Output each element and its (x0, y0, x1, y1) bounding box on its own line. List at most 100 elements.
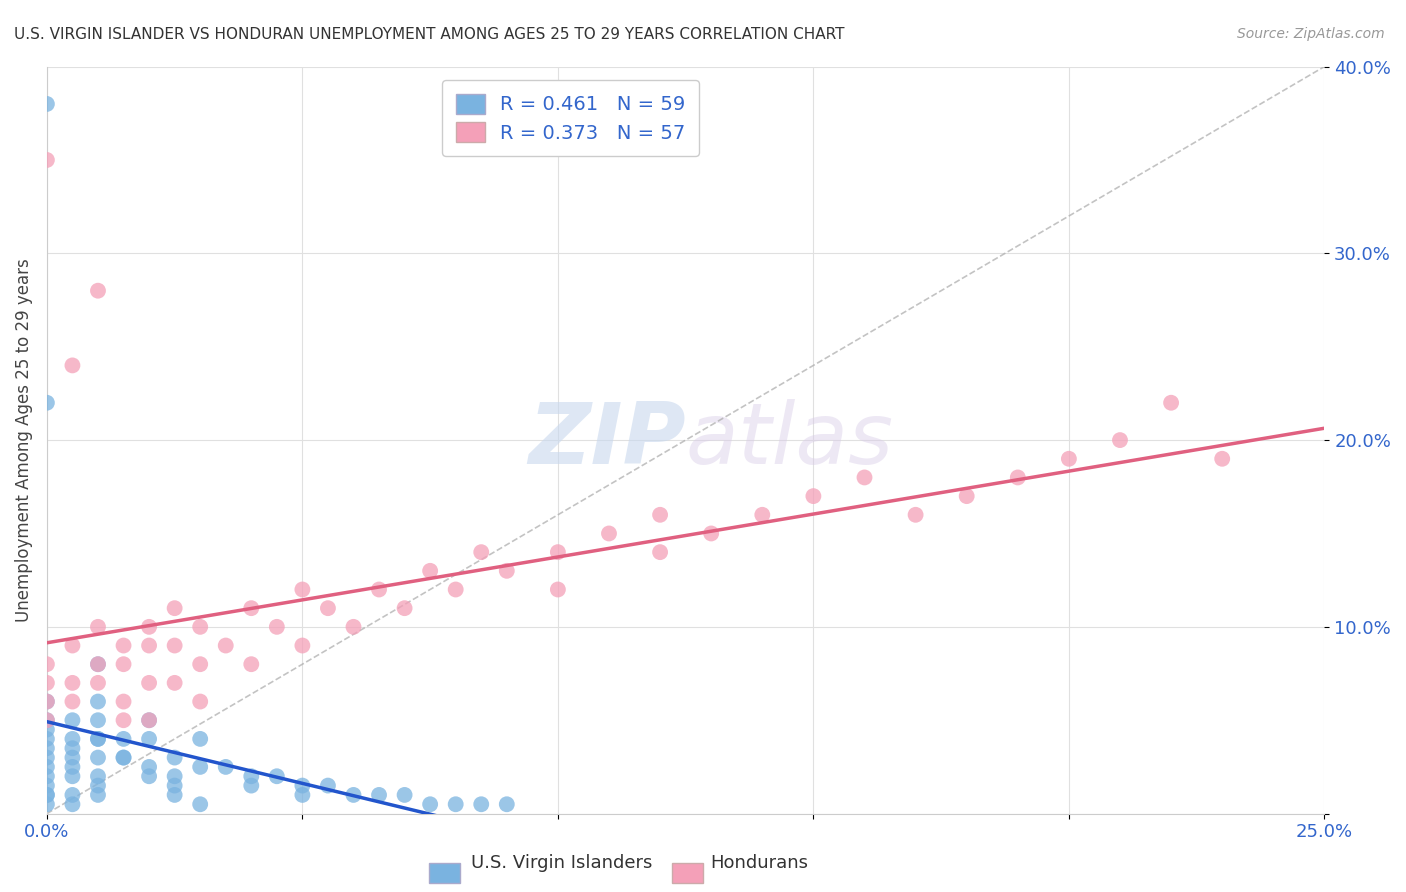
Point (188, 760, 211, 774)
Point (853, 470, 876, 484)
Point (35, 694, 58, 708)
Point (291, 788, 314, 802)
Point (138, 760, 160, 774)
Point (495, 797, 517, 812)
Point (87, 676, 110, 690)
Point (547, 545, 569, 559)
Point (35, 750, 58, 764)
Point (1211, 451, 1233, 466)
Point (138, 620, 160, 634)
Point (163, 750, 186, 764)
Point (112, 750, 135, 764)
Point (444, 797, 467, 812)
Point (368, 788, 391, 802)
Point (35, 788, 58, 802)
Point (35, 713, 58, 727)
Point (342, 788, 364, 802)
Point (188, 797, 211, 812)
Point (35, 769, 58, 783)
Point (112, 731, 135, 746)
Point (1109, 433, 1132, 447)
Point (35, 797, 58, 812)
Point (87, 694, 110, 708)
Point (266, 769, 288, 783)
Point (316, 779, 339, 793)
Point (87, 731, 110, 746)
Y-axis label: Unemployment Among Ages 25 to 29 years: Unemployment Among Ages 25 to 29 years (15, 258, 32, 622)
Point (35, 713, 58, 727)
Point (138, 769, 160, 783)
Point (956, 489, 979, 503)
Point (648, 508, 671, 522)
Point (87, 284, 110, 298)
Point (62, 694, 84, 708)
Point (316, 601, 339, 615)
Point (648, 545, 671, 559)
Point (87, 657, 110, 672)
Point (444, 582, 467, 597)
Point (62, 359, 84, 373)
Point (394, 788, 416, 802)
Point (62, 741, 84, 756)
Point (112, 694, 135, 708)
Point (138, 713, 160, 727)
Point (62, 769, 84, 783)
Text: ZIP: ZIP (529, 399, 686, 482)
Point (35, 741, 58, 756)
Point (163, 788, 186, 802)
Point (163, 779, 186, 793)
Point (188, 731, 211, 746)
Point (35, 788, 58, 802)
Point (163, 769, 186, 783)
Point (35, 657, 58, 672)
Point (62, 639, 84, 653)
Point (62, 797, 84, 812)
Point (803, 489, 825, 503)
Point (138, 676, 160, 690)
Point (419, 797, 441, 812)
Point (215, 639, 238, 653)
Point (35, 396, 58, 410)
Point (188, 620, 211, 634)
Point (87, 713, 110, 727)
Point (368, 582, 391, 597)
Point (87, 731, 110, 746)
Text: U.S. VIRGIN ISLANDER VS HONDURAN UNEMPLOYMENT AMONG AGES 25 TO 29 YEARS CORRELAT: U.S. VIRGIN ISLANDER VS HONDURAN UNEMPLO… (14, 27, 845, 42)
Point (35, 731, 58, 746)
Point (112, 750, 135, 764)
Point (495, 564, 517, 578)
Point (62, 750, 84, 764)
Point (1007, 470, 1029, 484)
Point (163, 676, 186, 690)
Point (188, 657, 211, 672)
Point (470, 545, 492, 559)
Point (35, 760, 58, 774)
Point (62, 731, 84, 746)
Point (291, 639, 314, 653)
Point (266, 620, 288, 634)
Point (87, 620, 110, 634)
Point (112, 657, 135, 672)
Point (62, 760, 84, 774)
Legend: R = 0.461   N = 59, R = 0.373   N = 57: R = 0.461 N = 59, R = 0.373 N = 57 (441, 80, 699, 156)
Point (240, 657, 263, 672)
Point (62, 788, 84, 802)
Point (35, 676, 58, 690)
Point (904, 508, 927, 522)
Point (138, 731, 160, 746)
Point (87, 750, 110, 764)
Point (419, 564, 441, 578)
Point (112, 639, 135, 653)
Point (1057, 451, 1080, 466)
Point (598, 526, 620, 541)
Text: atlas: atlas (686, 399, 894, 482)
Point (700, 526, 723, 541)
Point (35, 153, 58, 167)
Point (62, 676, 84, 690)
Point (138, 639, 160, 653)
Point (35, 723, 58, 737)
Point (62, 713, 84, 727)
Point (87, 779, 110, 793)
Text: Source: ZipAtlas.com: Source: ZipAtlas.com (1237, 27, 1385, 41)
Point (470, 797, 492, 812)
